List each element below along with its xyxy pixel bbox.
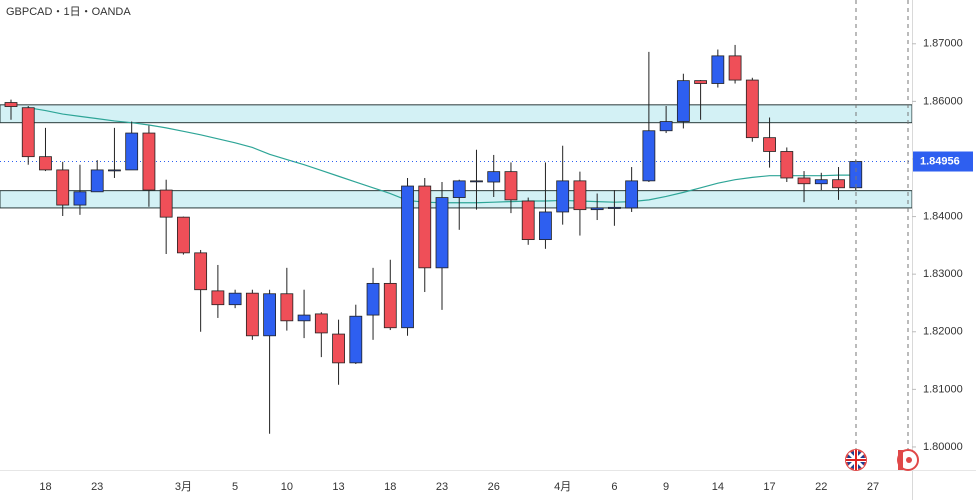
y-tick-label: 1.87000 bbox=[923, 38, 963, 50]
x-tick-label: 10 bbox=[281, 481, 293, 493]
zone bbox=[0, 104, 913, 124]
candle-body bbox=[349, 315, 363, 364]
last-price-box bbox=[913, 151, 973, 172]
candle-body bbox=[573, 180, 587, 211]
candle-body bbox=[694, 80, 707, 84]
candle-body bbox=[745, 79, 759, 139]
plot-area bbox=[0, 44, 913, 434]
candle-body bbox=[280, 293, 294, 322]
candle-body bbox=[539, 211, 552, 241]
chart-title: GBPCAD・1日・OANDA bbox=[6, 6, 131, 18]
y-tick-label: 1.83000 bbox=[923, 268, 963, 280]
candle-body bbox=[728, 55, 742, 81]
candle-body bbox=[642, 130, 656, 182]
x-tick-label: 26 bbox=[488, 481, 500, 493]
candle-body bbox=[176, 216, 190, 254]
uk-flag-icon[interactable] bbox=[845, 449, 867, 471]
candle-body bbox=[418, 185, 432, 269]
x-tick-label: 4月 bbox=[554, 481, 571, 493]
x-tick-label: 13 bbox=[332, 481, 344, 493]
x-tick-label: 17 bbox=[763, 481, 775, 493]
candle-body bbox=[73, 191, 87, 206]
candle-body bbox=[521, 200, 535, 241]
candle-body bbox=[504, 171, 518, 201]
candle-body bbox=[39, 156, 52, 171]
candle-body bbox=[814, 179, 828, 185]
candle-body bbox=[676, 80, 690, 122]
candle-body bbox=[556, 180, 570, 213]
candle-body bbox=[763, 137, 776, 152]
candle-body bbox=[332, 333, 345, 364]
candle-body bbox=[366, 282, 380, 316]
candle-body bbox=[90, 169, 104, 193]
y-tick-label: 1.80000 bbox=[923, 441, 963, 453]
x-tick-label: 5 bbox=[232, 481, 238, 493]
y-tick-label: 1.84000 bbox=[923, 210, 963, 222]
y-tick-label: 1.81000 bbox=[923, 383, 963, 395]
candle-body bbox=[625, 180, 639, 209]
candle-body bbox=[125, 132, 139, 171]
candle-body bbox=[659, 121, 673, 132]
candle-body bbox=[142, 132, 156, 191]
candle-body bbox=[470, 180, 483, 183]
candle-body bbox=[401, 185, 414, 329]
candle-body bbox=[56, 169, 70, 206]
candle-body bbox=[383, 282, 397, 329]
candle-body bbox=[211, 290, 225, 306]
x-tick-label: 18 bbox=[384, 481, 396, 493]
x-tick-label: 23 bbox=[436, 481, 448, 493]
last-price-label: 1.84956 bbox=[920, 155, 960, 167]
candle-body bbox=[487, 171, 501, 183]
y-tick-label: 1.86000 bbox=[923, 95, 963, 107]
candle-body bbox=[228, 292, 242, 306]
x-tick-label: 23 bbox=[91, 481, 103, 493]
candle-body bbox=[435, 197, 449, 269]
x-tick-label: 22 bbox=[815, 481, 827, 493]
candle-body bbox=[797, 177, 811, 185]
x-tick-label: 14 bbox=[712, 481, 724, 493]
x-tick-label: 9 bbox=[663, 481, 669, 493]
x-tick-label: 27 bbox=[867, 481, 879, 493]
candle-body bbox=[608, 206, 621, 209]
candle-body bbox=[832, 179, 845, 189]
candle-body bbox=[849, 161, 863, 189]
x-tick-label: 6 bbox=[611, 481, 617, 493]
y-tick-label: 1.82000 bbox=[923, 326, 963, 338]
candle-body bbox=[263, 293, 277, 337]
candle-body bbox=[21, 107, 35, 158]
candle-body bbox=[4, 102, 18, 107]
ca-flag-icon[interactable] bbox=[897, 449, 919, 471]
candle-body bbox=[245, 292, 259, 337]
candle-body bbox=[590, 207, 604, 211]
candle-body bbox=[297, 314, 311, 322]
x-tick-label: 18 bbox=[39, 481, 51, 493]
x-tick-label: 3月 bbox=[175, 481, 192, 493]
candle-body bbox=[159, 189, 173, 218]
candle-body bbox=[194, 252, 208, 291]
candle-body bbox=[452, 180, 466, 198]
candle-body bbox=[314, 313, 328, 334]
candle-body bbox=[108, 169, 121, 172]
candle-body bbox=[711, 55, 725, 84]
candle-body bbox=[780, 151, 794, 179]
